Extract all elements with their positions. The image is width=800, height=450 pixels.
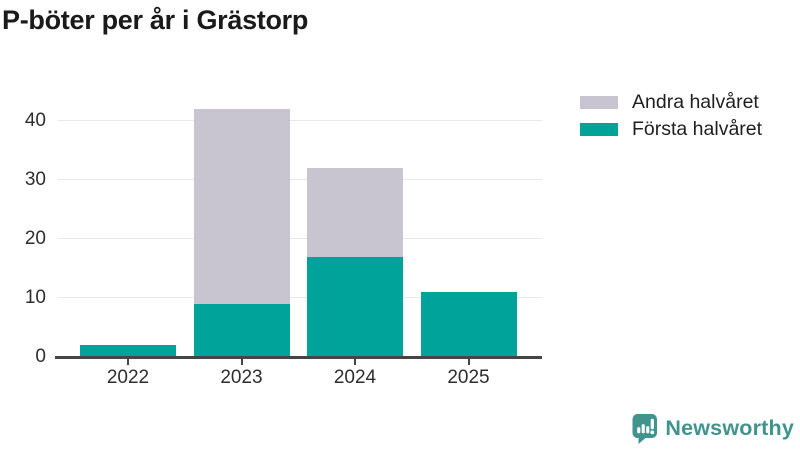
legend-label: Första halvåret: [632, 118, 763, 140]
x-tick-label-2024: 2024: [333, 367, 377, 388]
bar-segment-2025: [420, 292, 517, 357]
bar-segment-2022: [80, 345, 176, 357]
legend-item: Andra halvåret: [580, 89, 762, 116]
x-tick-label-2025: 2025: [447, 367, 490, 388]
x-axis-line: [55, 356, 542, 359]
x-tick-mark-2024: [354, 359, 356, 365]
y-tick-label-10: 10: [24, 286, 46, 308]
gridline-40: [58, 119, 542, 121]
x-tick-mark-2023: [240, 359, 243, 365]
legend-item: Första halvåret: [580, 116, 762, 143]
legend: Andra halvåret Första halvåret: [580, 89, 762, 143]
gridline-30: [58, 178, 542, 180]
y-tick-label-0: 0: [35, 346, 46, 367]
newsworthy-wordmark: Newsworthy: [665, 416, 794, 440]
bar-segment-2024: [307, 256, 403, 357]
x-tick-label-2022: 2022: [106, 367, 150, 388]
legend-swatch: [580, 123, 618, 136]
newsworthy-bar-chart-bubble-icon: [632, 414, 658, 444]
chart-title: P-böter per år i Grästorp: [2, 5, 309, 35]
bar-segment-2023: [193, 303, 290, 357]
bar-segment-2023: [193, 108, 290, 304]
x-tick-mark-2022: [127, 359, 129, 365]
x-tick-label-2023: 2023: [220, 367, 263, 388]
x-tick-mark-2025: [467, 359, 470, 365]
gridline-20: [58, 237, 542, 239]
legend-label: Andra halvåret: [632, 91, 759, 113]
plot-area: 2022 2023 2024 2025: [55, 91, 542, 388]
y-tick-label-20: 20: [24, 227, 46, 249]
bar-segment-2024: [307, 167, 403, 257]
legend-swatch: [580, 96, 618, 109]
y-tick-label-30: 30: [24, 168, 46, 190]
y-tick-label-40: 40: [24, 109, 46, 131]
newsworthy-logo[interactable]: Newsworthy: [631, 413, 794, 444]
gridline-10: [58, 296, 542, 298]
